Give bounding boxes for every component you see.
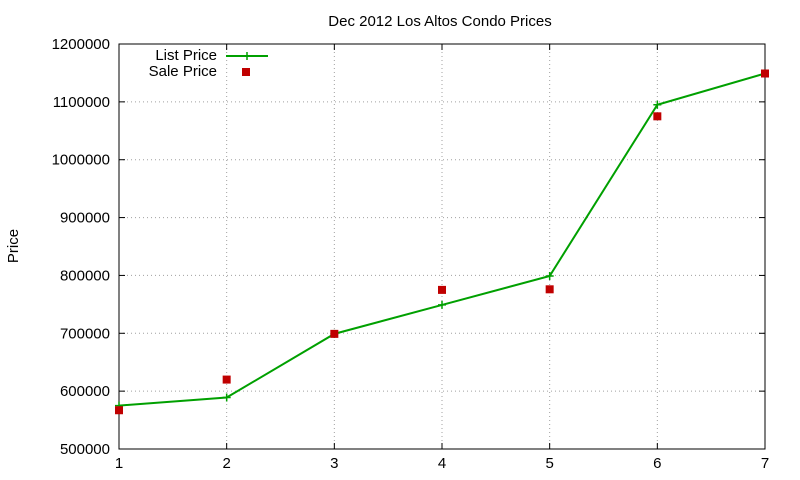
legend-plus-marker [243,52,251,60]
legend: List Price Sale Price [149,47,268,80]
legend-label-sale-price: Sale Price [149,63,217,80]
axis-ticks: 1 2 3 4 5 6 7 500000 600000 700000 800000 900000 100… [52,36,770,472]
y-axis-label: Price [5,229,22,263]
y-tick-label: 700000 [60,325,110,342]
x-tick-label: 3 [330,455,338,472]
list-price-point [653,100,662,109]
y-tick-label: 1100000 [53,94,110,111]
grid-lines [119,44,765,449]
y-tick-label: 1000000 [52,152,110,169]
sale-price-point [545,285,554,294]
list-price-line [118,72,766,407]
list-price-point [438,300,446,309]
legend-label-list-price: List Price [155,47,217,64]
y-tick-label: 900000 [60,210,110,227]
x-tick-label: 5 [545,455,553,472]
sale-price-point [761,69,769,78]
sale-price-point [115,406,123,415]
y-tick-label: 1200000 [52,36,110,53]
list-price-point [545,272,554,281]
chart-title: Dec 2012 Los Altos Condo Prices [328,13,551,30]
sale-price-point [222,375,231,384]
list-price-point [222,393,231,402]
x-tick-label: 2 [222,455,230,472]
y-tick-label: 500000 [60,441,110,458]
y-tick-label: 600000 [60,383,110,400]
legend-marker-list-price [243,52,251,60]
x-tick-label: 6 [653,455,661,472]
legend-marker-sale-price [242,68,250,76]
series-layer [115,69,769,415]
x-tick-label: 7 [761,455,769,472]
sale-price-point [653,112,662,121]
x-tick-label: 4 [438,455,446,472]
sale-price-point [330,329,339,338]
x-tick-label: 1 [115,455,123,472]
y-tick-label: 800000 [60,267,110,284]
sale-price-point [438,285,446,294]
